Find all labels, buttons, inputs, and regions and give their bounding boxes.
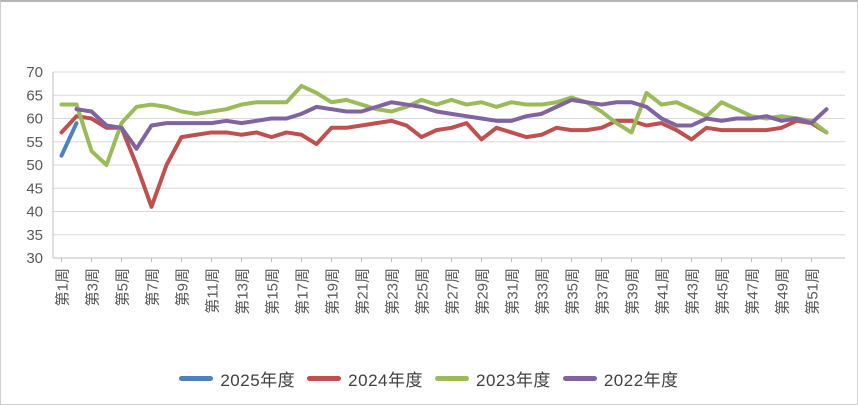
legend-item-2023年度: 2023年度 xyxy=(432,366,554,391)
x-axis-tick-label: 第41周 xyxy=(654,268,672,315)
legend-line-swatch xyxy=(562,375,597,381)
series-line-2023年度 xyxy=(59,83,829,167)
x-axis-tick-label: 第45周 xyxy=(714,268,732,315)
line-chart-plot: 70 65 60 55 50 45 40 35 30 第1周 第3周 第5周 第7周 第9周 第11周 第13… xyxy=(26,64,845,315)
x-axis-tick-label: 第9周 xyxy=(174,268,192,306)
x-axis-tick-label: 第33周 xyxy=(534,268,552,315)
x-axis-tick-label: 第23周 xyxy=(384,268,402,315)
series-line-2025年度 xyxy=(59,121,79,158)
x-axis-tick-label: 第11周 xyxy=(204,268,222,314)
x-axis-tick-label: 第5周 xyxy=(114,268,132,306)
legend-line-swatch xyxy=(307,375,342,381)
legend-item-2025年度: 2025年度 xyxy=(176,366,298,391)
x-axis-tick-label: 第7周 xyxy=(144,268,162,306)
y-axis-tick-label: 70 xyxy=(26,64,43,81)
series-line-2024年度 xyxy=(59,114,829,209)
x-axis-tick-label: 第1周 xyxy=(54,268,72,306)
x-axis-tick-label: 第15周 xyxy=(264,268,282,315)
y-axis-tick-label: 55 xyxy=(26,134,43,151)
legend-line-swatch xyxy=(179,375,214,381)
x-axis-tick-label: 第25周 xyxy=(414,268,432,315)
x-axis-tick-label: 第21周 xyxy=(354,268,372,315)
x-axis-tick-label: 第35周 xyxy=(564,268,582,315)
x-axis-tick-label: 第29周 xyxy=(474,268,492,315)
x-axis-tick-label: 第19周 xyxy=(324,268,342,315)
y-axis-tick-label: 35 xyxy=(26,227,43,244)
y-axis-tick-label: 60 xyxy=(26,111,43,128)
y-axis-tick-label: 65 xyxy=(26,87,43,104)
chart-legend: 2025年度 2024年度 2023年度 2022年度 xyxy=(1,358,857,398)
series-line-2022年度 xyxy=(74,97,829,151)
x-axis-tick-label: 第27周 xyxy=(444,268,462,315)
x-axis-tick-label: 第37周 xyxy=(594,268,612,315)
legend-item-2022年度: 2022年度 xyxy=(560,366,682,391)
x-axis-tick-label: 第47周 xyxy=(744,268,762,315)
legend-line-swatch xyxy=(435,375,469,381)
x-axis-tick-label: 第43周 xyxy=(684,268,702,315)
x-axis-tick-label: 第3周 xyxy=(84,268,102,306)
y-axis-tick-label: 50 xyxy=(26,157,43,174)
legend-label: 2025年度 xyxy=(220,370,296,390)
x-axis-tick-label: 第17周 xyxy=(294,268,312,315)
y-axis-tick-label: 30 xyxy=(26,250,43,267)
legend-label: 2024年度 xyxy=(348,370,423,390)
x-axis-tick-label: 第31周 xyxy=(504,268,522,315)
legend-label: 2022年度 xyxy=(603,370,679,390)
x-axis-tick-label: 第39周 xyxy=(624,268,642,315)
x-axis-tick-label: 第49周 xyxy=(774,268,792,315)
legend-item-2024年度: 2024年度 xyxy=(304,366,426,391)
y-axis-tick-label: 40 xyxy=(26,204,43,221)
y-axis-tick-label: 45 xyxy=(26,180,43,197)
legend-label: 2023年度 xyxy=(476,370,551,390)
x-axis-tick-label: 第51周 xyxy=(804,268,822,315)
x-axis-tick-label: 第13周 xyxy=(234,268,252,315)
